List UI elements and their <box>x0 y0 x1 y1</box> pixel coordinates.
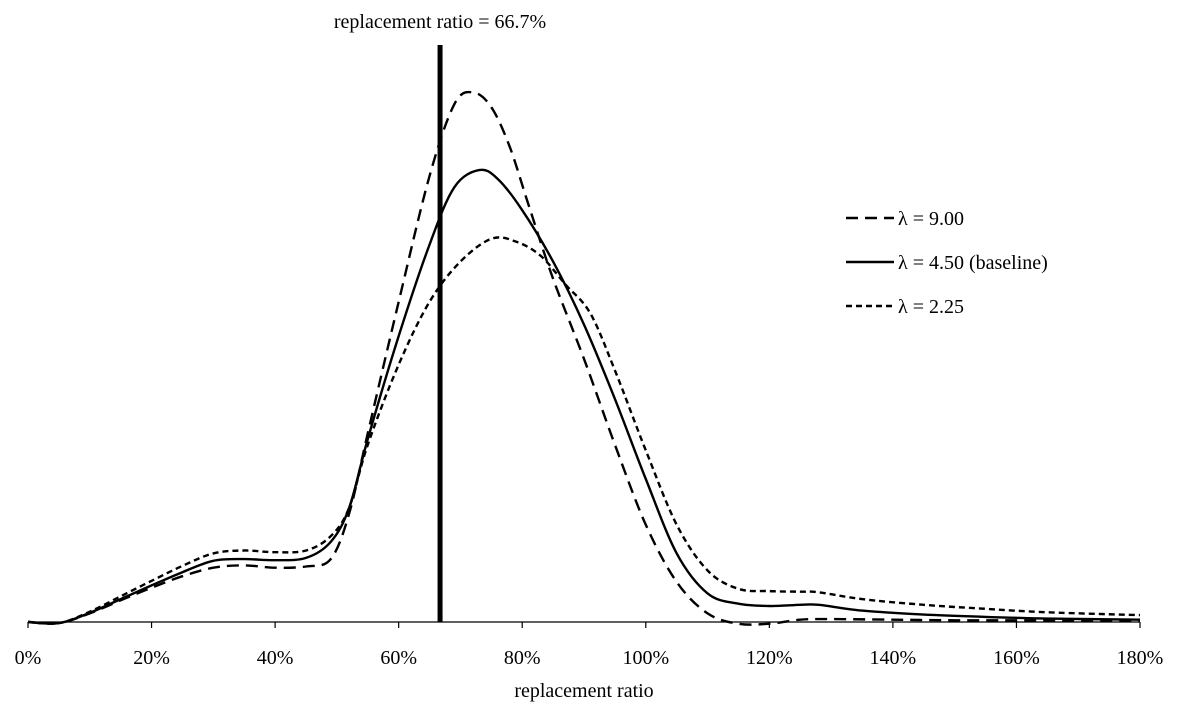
x-tick-label: 100% <box>622 647 669 669</box>
x-tick-label: 80% <box>504 647 541 669</box>
legend-label-1: λ = 9.00 <box>898 208 964 230</box>
series-line-3 <box>27 236 1141 625</box>
x-axis-title: replacement ratio <box>514 680 653 702</box>
x-tick-label: 180% <box>1117 647 1164 669</box>
x-tick-label: 120% <box>746 647 793 669</box>
legend-label-3: λ = 2.25 <box>898 296 964 318</box>
legend: λ = 9.00 λ = 4.50 (baseline) λ = 2.25 <box>846 208 1048 318</box>
plot-lines <box>27 90 1141 626</box>
reference-annotation: replacement ratio = 66.7% <box>334 11 546 33</box>
x-tick-label: 140% <box>870 647 917 669</box>
legend-label-2: λ = 4.50 (baseline) <box>898 252 1048 274</box>
x-tick-label: 40% <box>257 647 294 669</box>
x-tick-label: 160% <box>993 647 1040 669</box>
x-tick-label: 0% <box>15 647 42 669</box>
series-line-1 <box>27 90 1141 626</box>
x-tick-label: 60% <box>380 647 417 669</box>
series-line-2 <box>27 168 1141 625</box>
x-tick-label: 20% <box>133 647 170 669</box>
x-ticks: 0% 20% 40% 60% 80% 100% 120% 140% 160% 180% <box>15 622 1164 669</box>
